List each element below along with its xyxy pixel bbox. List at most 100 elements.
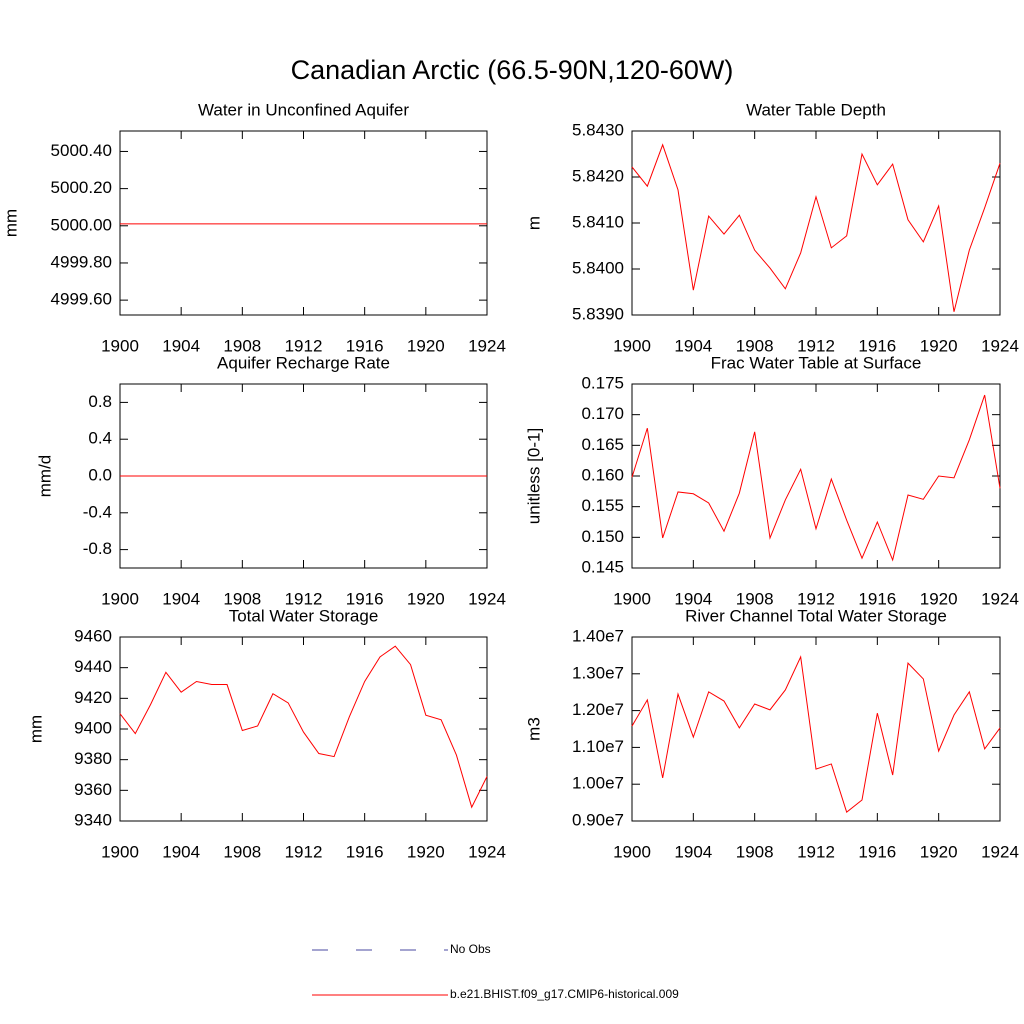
panel-title: Aquifer Recharge Rate [217, 353, 390, 372]
x-tick-label: 1912 [797, 589, 835, 608]
y-tick-label: 9340 [74, 810, 112, 829]
y-tick-label: -0.4 [83, 502, 112, 521]
x-tick-label: 1924 [468, 336, 506, 355]
y-tick-label: 5000.40 [51, 141, 112, 160]
plot-frame [119, 636, 488, 822]
x-tick-label: 1920 [920, 842, 958, 861]
x-tick-label: 1924 [981, 589, 1019, 608]
x-tick-label: 1912 [285, 336, 323, 355]
x-tick-label: 1916 [346, 336, 384, 355]
x-tick-label: 1904 [674, 336, 712, 355]
legend-label: b.e21.BHIST.f09_g17.CMIP6-historical.009 [450, 987, 679, 1001]
y-tick-label: 9460 [74, 626, 112, 645]
x-tick-label: 1904 [162, 589, 200, 608]
y-tick-label: 1.10e7 [572, 737, 624, 756]
y-tick-label: 5000.20 [51, 178, 112, 197]
y-tick-label: 4999.80 [51, 252, 112, 271]
panel-title: Water Table Depth [746, 100, 886, 119]
y-tick-label: 5000.00 [51, 215, 112, 234]
y-tick-label: 4999.60 [51, 290, 112, 309]
figure-title: Canadian Arctic (66.5-90N,120-60W) [291, 55, 734, 85]
y-axis-label: mm/d [35, 455, 54, 498]
y-tick-label: 0.0 [88, 465, 112, 484]
x-tick-label: 1900 [101, 336, 139, 355]
y-tick-label: 9420 [74, 688, 112, 707]
y-tick-label: 5.8420 [572, 166, 624, 185]
x-tick-label: 1908 [736, 336, 774, 355]
panel-title: Water in Unconfined Aquifer [198, 100, 409, 119]
x-tick-label: 1904 [162, 842, 200, 861]
x-tick-label: 1920 [407, 842, 445, 861]
x-tick-label: 1900 [101, 589, 139, 608]
y-tick-label: 0.160 [581, 465, 624, 484]
x-tick-label: 1916 [346, 842, 384, 861]
y-tick-label: 1.40e7 [572, 626, 624, 645]
y-tick-label: 0.155 [581, 496, 624, 515]
y-tick-label: 1.00e7 [572, 774, 624, 793]
y-tick-label: 0.170 [581, 404, 624, 423]
x-tick-label: 1900 [613, 842, 651, 861]
x-tick-label: 1912 [797, 336, 835, 355]
x-tick-label: 1924 [981, 842, 1019, 861]
y-tick-label: 0.175 [581, 373, 624, 392]
plot-frame [631, 636, 1001, 822]
x-tick-label: 1900 [613, 589, 651, 608]
plot-frame [631, 383, 1001, 569]
x-tick-label: 1908 [736, 842, 774, 861]
x-tick-label: 1920 [407, 589, 445, 608]
y-tick-label: 0.145 [581, 557, 624, 576]
x-tick-label: 1900 [101, 842, 139, 861]
y-axis-label: m3 [524, 717, 543, 741]
x-tick-label: 1916 [858, 336, 896, 355]
y-tick-label: 9360 [74, 780, 112, 799]
y-tick-label: 9440 [74, 657, 112, 676]
y-tick-label: 5.8400 [572, 258, 624, 277]
x-tick-label: 1912 [285, 842, 323, 861]
x-tick-label: 1924 [981, 336, 1019, 355]
panel-title: Frac Water Table at Surface [711, 353, 922, 372]
y-tick-label: 1.30e7 [572, 663, 624, 682]
y-tick-label: 0.150 [581, 527, 624, 546]
y-axis-label: m [524, 216, 543, 230]
y-axis-label: unitless [0-1] [524, 428, 543, 524]
data-line [631, 655, 1001, 814]
x-tick-label: 1920 [920, 336, 958, 355]
y-tick-label: 0.8 [88, 392, 112, 411]
x-tick-label: 1908 [223, 589, 261, 608]
x-tick-label: 1916 [858, 842, 896, 861]
y-tick-label: 5.8410 [572, 212, 624, 231]
x-tick-label: 1916 [346, 589, 384, 608]
y-tick-label: 0.4 [88, 429, 112, 448]
x-tick-label: 1916 [858, 589, 896, 608]
y-axis-label: mm [1, 209, 20, 237]
data-line [631, 143, 1001, 312]
x-tick-label: 1920 [407, 336, 445, 355]
x-tick-label: 1912 [797, 842, 835, 861]
y-tick-label: -0.8 [83, 539, 112, 558]
y-axis-label: mm [26, 715, 45, 743]
y-tick-label: 9400 [74, 718, 112, 737]
y-tick-label: 9380 [74, 749, 112, 768]
plot-frame [119, 130, 488, 316]
x-tick-label: 1920 [920, 589, 958, 608]
data-line [631, 394, 1001, 562]
data-line [119, 645, 488, 809]
y-tick-label: 1.20e7 [572, 700, 624, 719]
x-tick-label: 1912 [285, 589, 323, 608]
x-tick-label: 1900 [613, 336, 651, 355]
y-tick-label: 0.165 [581, 435, 624, 454]
panel-title: River Channel Total Water Storage [685, 606, 947, 625]
x-tick-label: 1904 [674, 589, 712, 608]
y-tick-label: 5.8430 [572, 120, 624, 139]
x-tick-label: 1908 [223, 842, 261, 861]
y-tick-label: 5.8390 [572, 304, 624, 323]
x-tick-label: 1904 [674, 842, 712, 861]
x-tick-label: 1904 [162, 336, 200, 355]
x-tick-label: 1908 [223, 336, 261, 355]
plot-frame [631, 130, 1001, 316]
y-tick-label: 0.90e7 [572, 810, 624, 829]
x-tick-label: 1908 [736, 589, 774, 608]
x-tick-label: 1924 [468, 589, 506, 608]
x-tick-label: 1924 [468, 842, 506, 861]
